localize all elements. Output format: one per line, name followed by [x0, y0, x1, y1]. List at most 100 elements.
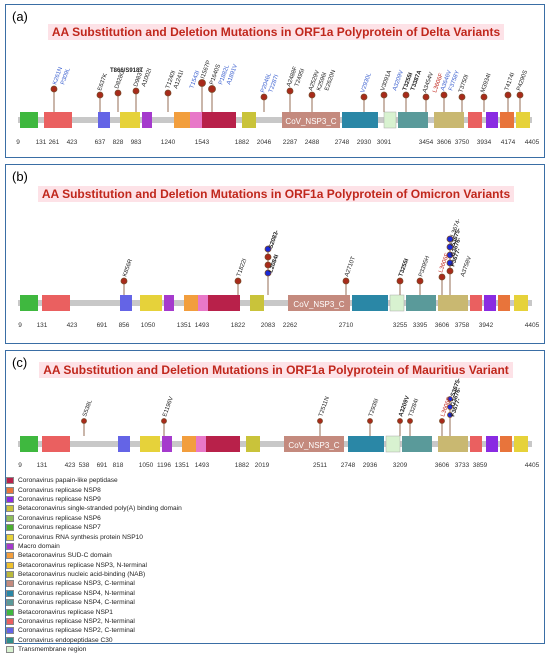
tick: 4174: [501, 139, 516, 146]
domain-nsp2-c: [118, 436, 130, 452]
mutation-marker: [264, 253, 272, 261]
domain-plpro: [208, 295, 240, 311]
panel-a-title: AA Substitution and Deletion Mutations i…: [47, 24, 505, 40]
domain-macro: [142, 112, 152, 128]
mutation-label: T1543I: [189, 70, 201, 90]
mutation-marker: [440, 91, 448, 99]
domain-nsp3-c: [284, 436, 344, 452]
domain-nsp3-n: [120, 112, 140, 128]
domain-nsp5: [470, 436, 482, 452]
mutation-label: T3255I: [398, 258, 410, 278]
tick: 1493: [195, 322, 210, 329]
mutation-label: P3395H: [418, 255, 431, 277]
tick: 9: [18, 322, 22, 329]
domain-c30: [438, 295, 468, 311]
domain-plpro: [202, 112, 236, 128]
domain-nsp2-n: [44, 112, 72, 128]
domain-nsp9: [484, 295, 496, 311]
mutation-marker: [114, 89, 122, 97]
mutation-marker: [516, 91, 524, 99]
tick: 2748: [341, 462, 356, 469]
panel-c-title-wrap: AA Substitution and Deletion Mutations i…: [6, 362, 546, 378]
mutation-marker: [317, 418, 323, 424]
domain-nsp1: [20, 295, 38, 311]
tick: 9: [18, 462, 22, 469]
mutation-marker: [208, 85, 216, 93]
legend-label: Coronavirus papain-like peptidase: [18, 477, 118, 485]
tick: 1240: [161, 139, 176, 146]
legend-item: Coronavirus replicase NSP3, C-terminal: [6, 579, 306, 588]
mutation-marker: [342, 277, 350, 285]
domain-sud-c: [174, 112, 190, 128]
tick: 2511: [313, 462, 327, 469]
mutation-marker: [446, 235, 454, 243]
domain-nsp2-n: [42, 436, 70, 452]
tick: 3942: [479, 322, 494, 329]
legend-swatch: [6, 561, 14, 569]
mutation-marker: [446, 251, 454, 259]
domain-nab: [250, 295, 264, 311]
tick: 3454: [419, 139, 434, 146]
tick: 423: [67, 322, 78, 329]
domain-nsp10: [514, 436, 528, 452]
legend-swatch: [6, 495, 14, 503]
tick: 3091: [377, 139, 392, 146]
mutation-marker: [439, 418, 445, 424]
mutation-marker: [234, 277, 242, 285]
legend-item: Macro domain: [6, 542, 306, 551]
mutation-label: M3934I: [480, 73, 493, 94]
protein-backbone: [18, 117, 532, 123]
tick: 1050: [139, 462, 154, 469]
legend-item: Betacoronavirus replicase NSP3, N-termin…: [6, 561, 306, 570]
tick: 4405: [525, 462, 540, 469]
panel-a-diagram: CoV_NSP3_C 9 131 261 423 637 828 983 124…: [16, 60, 540, 146]
legend-swatch: [6, 505, 14, 513]
mutation-marker: [397, 418, 403, 424]
tick: 2287: [283, 139, 298, 146]
legend-item: Coronavirus replicase NSP8: [6, 485, 306, 494]
legend-swatch: [6, 599, 14, 607]
tick: 131: [37, 462, 48, 469]
mutation-marker: [264, 245, 272, 253]
tick: 4405: [525, 139, 540, 146]
mutation-label: V3091A: [380, 70, 393, 92]
legend-swatch: [6, 608, 14, 616]
mutation-label: S538L: [82, 399, 94, 418]
tick: 1351: [177, 322, 192, 329]
mutation-marker: [81, 418, 87, 424]
tick: 1882: [235, 139, 250, 146]
domain-pink: [190, 112, 202, 128]
mutation-marker: [480, 93, 488, 101]
tick: 4405: [525, 322, 540, 329]
legend-label: Betacoronavirus nucleic acid-binding (NA…: [18, 571, 146, 579]
legend-swatch: [6, 589, 14, 597]
legend-item: Coronavirus endopeptidase C30: [6, 636, 306, 645]
tick: 3758: [455, 322, 470, 329]
mutation-marker: [50, 85, 58, 93]
panel-a-title-wrap: AA Substitution and Deletion Mutations i…: [6, 24, 546, 40]
tick: 1050: [141, 322, 156, 329]
domain-nsp3-c: [282, 112, 340, 128]
legend-item: Transmembrane region: [6, 645, 306, 654]
legend-swatch: [6, 514, 14, 522]
tick: 2046: [257, 139, 272, 146]
domain-c30: [438, 436, 468, 452]
tick: 691: [97, 462, 108, 469]
tick: 3606: [435, 322, 450, 329]
mutation-label: V2930L: [360, 72, 373, 94]
mutation-marker: [260, 93, 268, 101]
legend-label: Coronavirus replicase NSP6: [18, 514, 101, 522]
domain-nsp3-c: [288, 295, 350, 311]
legend-swatch: [6, 636, 14, 644]
tick: 637: [95, 139, 106, 146]
tick: 2083: [261, 322, 276, 329]
legend-label: Coronavirus replicase NSP4, C-terminal: [18, 599, 135, 607]
tick: 2930: [357, 139, 372, 146]
domain-plpro: [206, 436, 240, 452]
legend-item: Betacoronavirus single-stranded poly(A) …: [6, 504, 306, 513]
legend-item: Coronavirus replicase NSP6: [6, 514, 306, 523]
legend-swatch: [6, 533, 14, 541]
tick: 1196: [157, 462, 171, 469]
legend-swatch: [6, 477, 14, 485]
legend-item: Coronavirus replicase NSP9: [6, 495, 306, 504]
